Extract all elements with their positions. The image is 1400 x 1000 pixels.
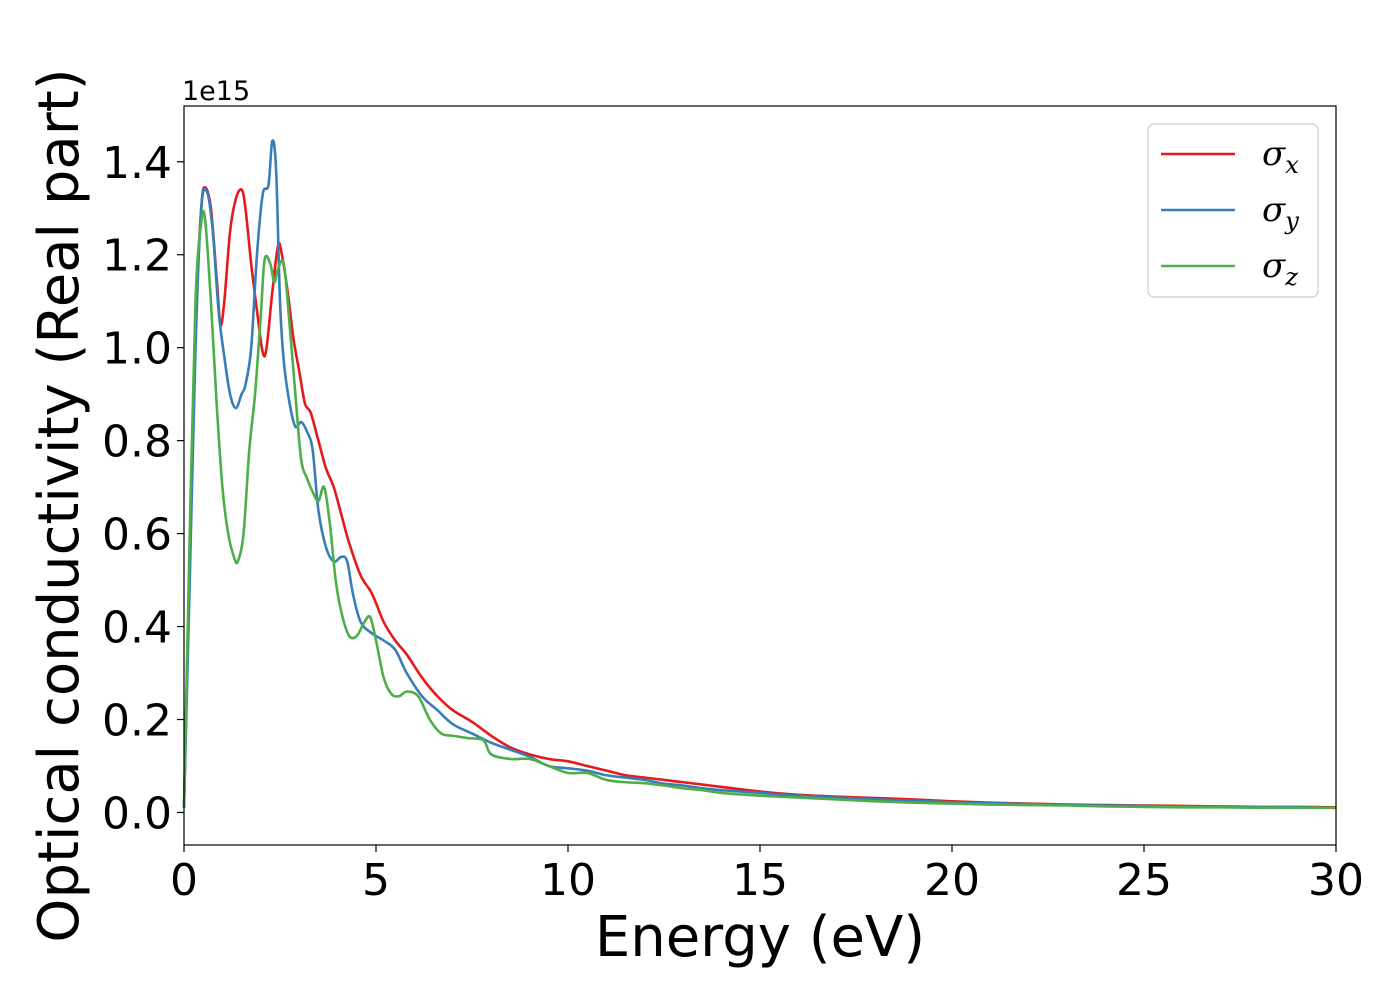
x-tick-label: 15 <box>732 855 788 906</box>
x-tick-label: 25 <box>1116 855 1172 906</box>
x-axis-title: Energy (eV) <box>595 905 925 970</box>
y-tick-label: 1.0 <box>102 324 172 375</box>
y-offset-label: 1e15 <box>182 76 250 107</box>
x-axis-ticks: 0 5 10 15 20 25 30 <box>170 845 1364 906</box>
y-tick-label: 1.2 <box>102 231 172 282</box>
series-layer <box>182 139 1337 810</box>
x-tick-label: 10 <box>540 855 596 906</box>
y-tick-label: 1.4 <box>102 138 172 189</box>
y-tick-label: 0.6 <box>102 510 172 561</box>
y-tick-label: 0.2 <box>102 696 172 747</box>
y-axis-ticks: 0.0 0.2 0.4 0.6 0.8 1.0 1.2 1.4 <box>102 138 184 839</box>
y-tick-label: 0.8 <box>102 417 172 468</box>
series-line-x <box>182 186 1337 809</box>
x-tick-label: 5 <box>362 855 390 906</box>
x-tick-label: 0 <box>170 855 198 906</box>
series-line-y <box>182 139 1337 810</box>
y-tick-label: 0.4 <box>102 603 172 654</box>
series-line-z <box>182 209 1336 810</box>
y-tick-label: 0.0 <box>102 788 172 839</box>
x-tick-label: 30 <box>1308 855 1364 906</box>
y-axis-title: Optical conductivity (Real part) <box>27 68 92 942</box>
x-tick-label: 20 <box>924 855 980 906</box>
